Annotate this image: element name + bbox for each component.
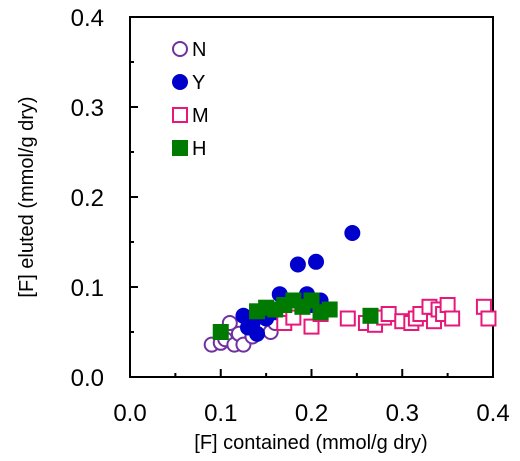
data-point [303,318,320,335]
data-point [321,301,338,318]
y-tick-label: 0.3 [71,95,104,122]
legend-marker [172,140,188,156]
legend-item-N: N [172,39,206,61]
legend-label: Y [192,72,205,94]
y-tick-label: 0.0 [71,365,104,392]
series-H [212,292,379,340]
data-point [212,324,229,340]
x-tick-label: 0.1 [204,400,237,427]
legend-label: N [192,39,206,61]
y-tick-label: 0.2 [71,185,104,212]
x-tick-label: 0.3 [386,400,419,427]
x-tick-label: 0.2 [295,400,328,427]
legend-marker [172,107,188,123]
data-point [308,253,325,270]
data-point [289,256,306,273]
legend-label: H [192,138,206,160]
data-point [339,310,356,327]
data-point [362,307,379,324]
data-point [249,325,266,342]
y-tick-label: 0.4 [71,5,104,32]
data-point [444,310,461,327]
legend-marker [172,41,188,57]
y-tick-labels: 0.0 0.1 0.2 0.3 0.4 [71,5,104,392]
x-tick-label: 0.4 [476,400,509,427]
legend-item-H: H [172,138,206,160]
data-point [480,310,497,327]
axis-ticks [129,16,494,378]
legend-label: M [192,105,209,127]
data-point [344,225,361,241]
legend-item-Y: Y [172,72,205,94]
data-point [439,297,456,313]
x-axis-title: [F] contained (mmol/g dry) [194,432,427,454]
legend-marker [172,74,188,90]
x-tick-labels: 0.0 0.1 0.2 0.3 0.4 [113,400,509,427]
legend-item-M: M [172,105,209,127]
y-axis-title: [F] eluted (mmol/g dry) [16,96,38,297]
data-points [203,225,497,353]
data-point [380,306,397,322]
x-tick-label: 0.0 [113,400,146,427]
y-tick-label: 0.1 [71,275,104,302]
